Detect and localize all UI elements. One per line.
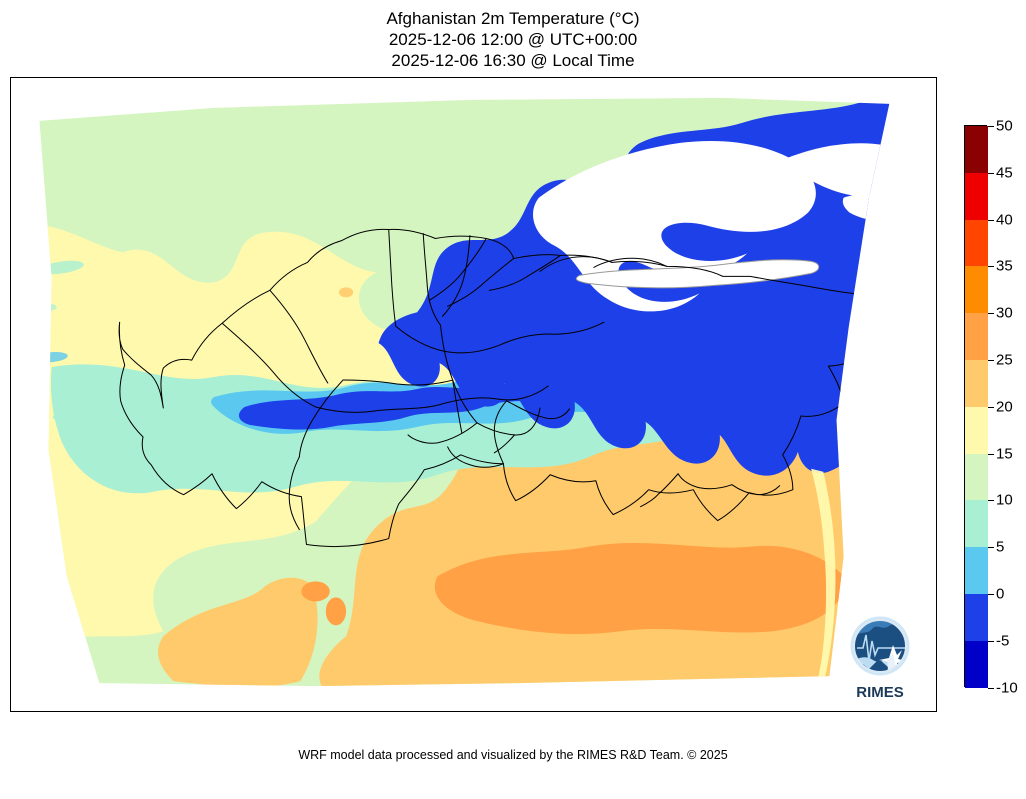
svg-text:RIMES: RIMES <box>856 684 904 701</box>
